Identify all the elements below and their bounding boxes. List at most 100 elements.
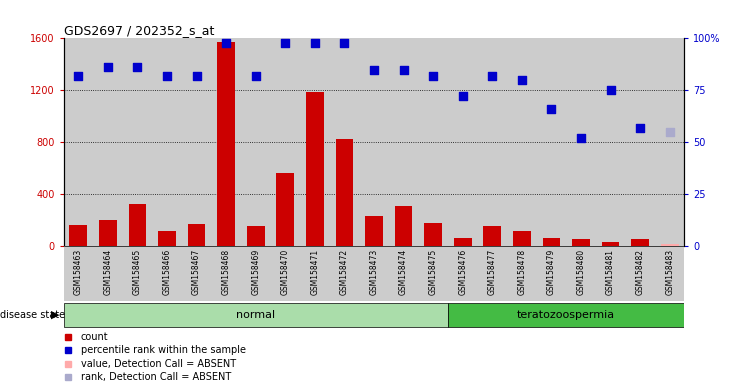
Text: GSM158480: GSM158480 [577,248,586,295]
Text: GSM158473: GSM158473 [370,248,378,295]
Text: GSM158478: GSM158478 [518,248,527,295]
Text: GSM158468: GSM158468 [221,248,230,295]
Text: normal: normal [236,310,275,320]
Point [279,40,291,46]
Bar [306,92,324,246]
Bar [123,38,153,246]
Bar [389,246,418,301]
Bar [212,246,241,301]
Bar [536,38,566,246]
Bar [153,38,182,246]
Bar [448,246,477,301]
Bar [507,246,536,301]
Bar [625,38,654,246]
Text: GSM158482: GSM158482 [636,248,645,295]
Text: teratozoospermia: teratozoospermia [517,310,615,320]
Bar [654,38,684,246]
Text: GSM158472: GSM158472 [340,248,349,295]
Text: GSM158479: GSM158479 [547,248,556,295]
FancyBboxPatch shape [64,303,448,327]
Point [545,106,557,112]
Point [604,87,616,93]
Bar [595,246,625,301]
Text: ▶: ▶ [51,310,59,320]
Bar [70,225,88,246]
Bar [271,38,300,246]
Bar [330,38,359,246]
Point [368,66,380,73]
Bar [277,173,294,246]
Point [427,73,439,79]
Point [398,66,410,73]
Bar [477,38,507,246]
Bar [418,246,448,301]
Point [663,129,675,135]
Bar [513,231,530,246]
FancyBboxPatch shape [448,303,684,327]
Text: GSM158464: GSM158464 [103,248,112,295]
Point [457,93,469,99]
Bar [359,38,389,246]
Bar [129,204,147,246]
Text: GSM158466: GSM158466 [162,248,171,295]
Bar [241,246,271,301]
Point [191,73,203,79]
Text: GSM158465: GSM158465 [133,248,142,295]
Bar [536,246,566,301]
Bar [182,246,212,301]
Text: value, Detection Call = ABSENT: value, Detection Call = ABSENT [81,359,236,369]
Bar [94,246,123,301]
Bar [94,38,123,246]
Text: percentile rank within the sample: percentile rank within the sample [81,345,246,355]
Text: GSM158463: GSM158463 [74,248,83,295]
Point [73,73,85,79]
Bar [418,38,448,246]
Bar [64,246,94,301]
Bar [330,246,359,301]
Text: GSM158474: GSM158474 [399,248,408,295]
Point [309,40,321,46]
Bar [625,246,654,301]
Point [161,73,173,79]
Point [102,65,114,71]
Bar [572,238,590,246]
Bar [595,38,625,246]
Text: GSM158476: GSM158476 [459,248,468,295]
Text: GSM158467: GSM158467 [192,248,201,295]
Text: GSM158471: GSM158471 [310,248,319,295]
Point [516,77,528,83]
Bar [99,220,117,246]
Bar [300,246,330,301]
Text: GSM158470: GSM158470 [280,248,289,295]
Point [486,73,498,79]
Bar [477,246,507,301]
Text: GSM158483: GSM158483 [665,248,674,295]
Text: count: count [81,332,108,342]
Bar [566,246,595,301]
Bar [365,216,383,246]
Bar [454,238,471,246]
Bar [389,38,418,246]
Bar [448,38,477,246]
Bar [300,38,330,246]
Bar [182,38,212,246]
Bar [188,224,206,246]
Text: GDS2697 / 202352_s_at: GDS2697 / 202352_s_at [64,24,214,37]
Text: disease state: disease state [0,310,65,320]
Bar [153,246,182,301]
Text: GSM158481: GSM158481 [606,248,615,295]
Bar [247,226,265,246]
Point [634,124,646,131]
Bar [123,246,153,301]
Bar [566,38,595,246]
Text: GSM158475: GSM158475 [429,248,438,295]
Bar [542,238,560,246]
Bar [601,242,619,246]
Bar [359,246,389,301]
Point [338,40,350,46]
Text: GSM158477: GSM158477 [488,248,497,295]
Bar [212,38,241,246]
Bar [271,246,300,301]
Bar [654,246,684,301]
Bar [424,223,442,246]
